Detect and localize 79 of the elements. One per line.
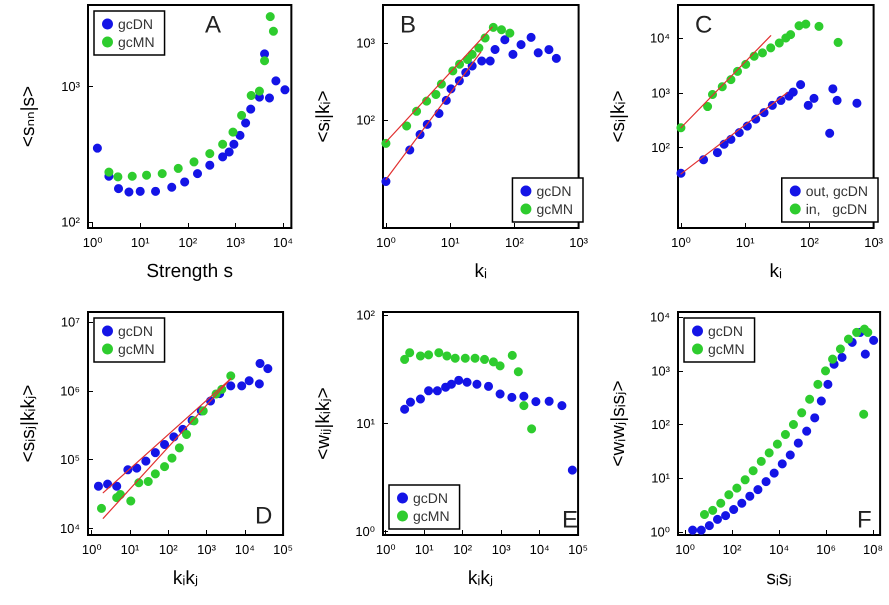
x-tick-label: 10⁵ [568,542,588,557]
x-tick-label: 10⁰ [675,542,695,557]
y-tick-label: 10² [651,416,671,432]
x-tick-label: 10¹ [736,235,756,250]
x-axis-title: Strength s [146,261,233,282]
x-tick-label: 10⁴ [272,235,293,250]
y-tick-label: 10⁰ [355,524,375,540]
legend-label: gcDN [118,16,154,32]
y-axis-title: <wᵢwⱼ|sᵢsⱼ> [608,380,629,467]
x-tick-label: 10⁵ [273,542,294,557]
legend-label: gcMN [118,34,155,50]
legend-label: gcDN [413,490,448,506]
x-tick-label: 10⁴ [769,542,790,557]
y-axis-title: <sᵢ|kᵢ> [313,90,334,143]
x-tick-label: 10³ [197,542,217,557]
chart-title: C [695,12,712,38]
y-tick-label: 10² [356,112,376,128]
y-axis-title: <sₙₙ|s> [18,86,39,148]
y-tick-label: 10³ [651,363,671,378]
x-axis-title: kᵢ [770,261,782,282]
x-tick-label: 10³ [492,542,512,557]
y-tick-label: 10³ [651,85,671,100]
text: E [562,506,578,534]
chart-title: A [205,12,222,38]
legend-label: gcMN [536,201,574,217]
x-tick-label: 10² [158,542,178,557]
legend-label: out, gcDN [806,183,868,199]
legend-label: gcDN [118,323,154,339]
x-tick-label: 10⁶ [816,542,836,557]
y-tick-label: 10² [356,308,376,323]
y-tick-label: 10² [651,140,671,156]
x-tick-label: 10³ [226,235,246,250]
y-tick-label: 10² [61,214,81,230]
y-tick-label: 10³ [61,78,81,94]
x-axis-title: kᵢkⱼ [172,568,198,589]
text: D [255,502,272,530]
x-tick-label: 10⁰ [376,235,396,250]
y-tick-label: 10⁴ [60,520,80,536]
x-tick-label: 10⁸ [863,542,884,557]
y-axis-title: <sᵢ|kᵢ> [608,90,629,143]
legend-label: gcMN [708,341,745,357]
x-tick-label: 10⁰ [82,542,102,557]
x-tick-label: 10¹ [440,235,460,250]
x-tick-label: 10⁰ [82,235,102,250]
x-tick-label: 10⁰ [376,542,396,557]
y-tick-label: 10⁷ [60,314,80,330]
x-tick-label: 10⁴ [530,542,550,557]
x-tick-label: 10² [453,542,473,557]
x-axis-title: sᵢsⱼ [766,568,792,589]
x-tick-label: 10² [178,235,198,250]
y-tick-label: 10⁰ [650,524,670,540]
y-tick-label: 10⁴ [650,310,670,325]
legend-label: gcDN [708,323,744,339]
y-tick-label: 10¹ [356,416,376,431]
y-tick-label: 10³ [356,35,376,50]
x-tick-label: 10³ [864,235,884,250]
chart-title: B [400,12,416,38]
y-tick-label: 10⁶ [60,383,80,398]
legend-label: gcMN [413,508,450,524]
y-tick-label: 10¹ [651,470,671,486]
y-tick-label: 10⁵ [60,452,80,468]
text: F [857,506,872,534]
x-tick-label: 10¹ [414,542,434,557]
legend-label: in, gcDN [806,201,868,217]
legend-label: gcMN [118,341,155,357]
x-tick-label: 10² [504,235,524,250]
x-tick-label: 10² [722,542,742,557]
x-tick-label: 10² [800,235,820,250]
y-axis-title: <wᵢⱼ|kᵢkⱼ> [313,387,334,460]
x-tick-label: 10⁰ [671,235,691,250]
y-tick-label: 10⁴ [650,30,670,46]
x-tick-label: 10⁴ [234,542,255,557]
x-axis-title: kᵢkⱼ [468,568,494,589]
y-axis-title: <sᵢsⱼ|kᵢkⱼ> [18,384,39,462]
x-tick-label: 10³ [569,235,589,250]
legend-label: gcDN [536,183,572,199]
x-axis-title: kᵢ [474,261,488,282]
x-tick-label: 10¹ [130,235,150,250]
x-tick-label: 10¹ [120,542,140,557]
